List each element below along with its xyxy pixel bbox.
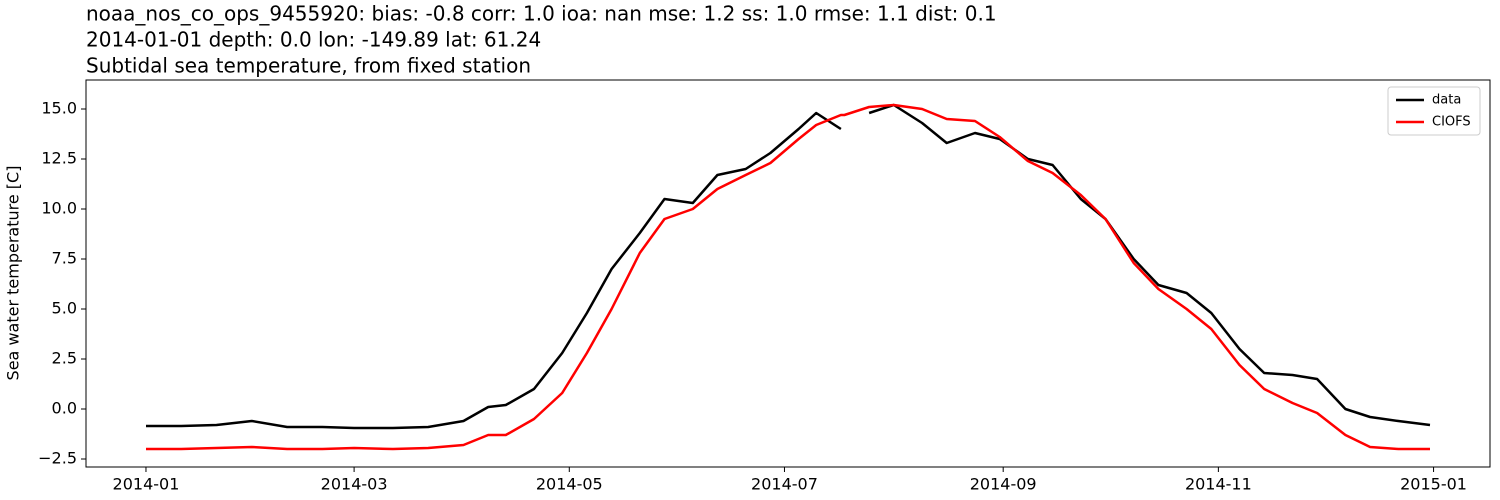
x-tick-label: 2014-01 [113,475,180,494]
legend-label: CIOFS [1432,115,1471,130]
y-tick-label: 5.0 [52,299,77,318]
y-tick-label: 12.5 [41,149,77,168]
legend: data CIOFS [1387,86,1481,136]
x-tick-label: 2014-03 [321,475,388,494]
data-line [146,103,1430,451]
y-tick-label: 7.5 [52,249,77,268]
chart-subtitle: 2014-01-01 depth: 0.0 lon: -149.89 lat: … [86,28,541,52]
x-tick-label: 2014-07 [751,475,818,494]
y-tick-label: 2.5 [52,349,77,368]
chart-title: noaa_nos_co_ops_9455920: bias: -0.8 corr… [86,2,997,26]
y-tick-label: −2.5 [38,449,77,468]
plot-frame [85,79,1491,468]
x-tick-label: 2015-01 [1400,475,1467,494]
y-tick-label: 15.0 [41,99,77,118]
chart-subtitle: Subtidal sea temperature, from fixed sta… [86,54,531,78]
legend-label: data [1432,93,1461,108]
y-tick-label: 10.0 [41,199,77,218]
data-line [146,103,1431,430]
x-tick-label: 2014-11 [1185,475,1252,494]
x-tick-label: 2014-09 [970,475,1037,494]
y-tick-label: 0.0 [52,399,77,418]
y-axis-label: Sea water temperature [C] [4,166,23,381]
x-tick-label: 2014-05 [536,475,603,494]
